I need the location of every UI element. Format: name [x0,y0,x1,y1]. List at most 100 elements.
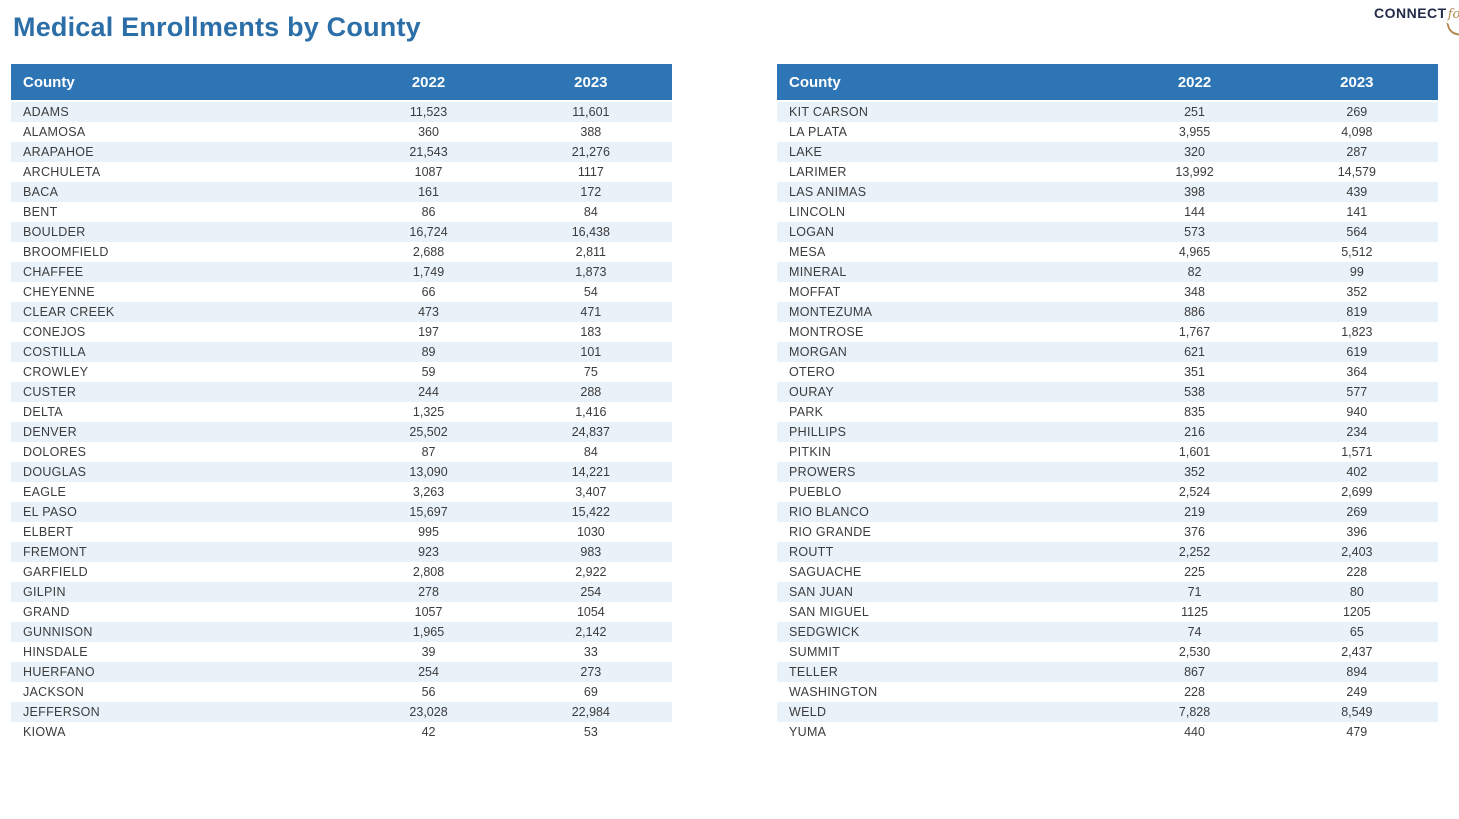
county-cell: LARIMER [789,165,847,179]
table-row: LARIMER 13,992 14,579 [777,162,1438,182]
value-cell: 33 [583,645,598,659]
value-cell: 8,549 [1341,705,1373,719]
value-cell: 53 [583,725,598,739]
county-cell: GARFIELD [23,565,88,579]
value-cell: 1,325 [412,405,445,419]
county-cell: PROWERS [789,465,856,479]
table-row: DOUGLAS 13,090 14,221 [11,462,672,482]
table-row: CHEYENNE 66 54 [11,282,672,302]
value-cell: 1,965 [412,625,445,639]
table-row: GILPIN 278 254 [11,582,672,602]
value-cell: 886 [1184,305,1205,319]
value-cell: 56 [421,685,436,699]
county-cell: CHEYENNE [23,285,95,299]
table-row: PARK 835 940 [777,402,1438,422]
value-cell: 402 [1346,465,1368,479]
county-cell: MONTROSE [789,325,864,339]
county-cell: MESA [789,245,826,259]
value-cell: 2,922 [575,565,607,579]
value-cell: 39 [421,645,436,659]
county-cell: DENVER [23,425,77,439]
value-cell: 388 [580,125,602,139]
county-cell: ARAPAHOE [23,145,94,159]
value-cell: 24,837 [571,425,610,439]
value-cell: 219 [1184,505,1205,519]
value-cell: 75 [583,365,598,379]
value-cell: 4,098 [1341,125,1373,139]
table-row: RIO GRANDE 376 396 [777,522,1438,542]
value-cell: 86 [421,205,436,219]
value-cell: 577 [1346,385,1368,399]
value-cell: 619 [1346,345,1368,359]
table-row: TELLER 867 894 [777,662,1438,682]
table-row: EAGLE 3,263 3,407 [11,482,672,502]
value-cell: 621 [1184,345,1205,359]
value-cell: 84 [583,445,598,459]
table-row: SAN JUAN 71 80 [777,582,1438,602]
county-cell: LAKE [789,145,823,159]
table-row: KIT CARSON 251 269 [777,101,1438,122]
table-row: JEFFERSON 23,028 22,984 [11,702,672,722]
value-cell: 25,502 [409,425,448,439]
value-cell: 1057 [414,605,443,619]
county-cell: PHILLIPS [789,425,847,439]
table-row: PROWERS 352 402 [777,462,1438,482]
logo-script-text: for [1447,7,1459,22]
county-cell: JEFFERSON [23,705,101,719]
table-row: SAN MIGUEL 1125 1205 [777,602,1438,622]
table-row: GARFIELD 2,808 2,922 [11,562,672,582]
value-cell: 141 [1346,205,1368,219]
table-row: JACKSON 56 69 [11,682,672,702]
county-cell: DELTA [23,405,63,419]
county-column-header: County [11,64,348,102]
value-cell: 983 [580,545,602,559]
value-cell: 287 [1346,145,1368,159]
county-cell: BOULDER [23,225,86,239]
table-row: MINERAL 82 99 [777,262,1438,282]
value-cell: 269 [1346,505,1368,519]
table-row: WELD 7,828 8,549 [777,702,1438,722]
table-row: CHAFFEE 1,749 1,873 [11,262,672,282]
value-cell: 2,142 [575,625,607,639]
value-cell: 11,601 [572,105,610,119]
value-cell: 14,221 [571,465,610,479]
county-cell: MINERAL [789,265,847,279]
logo-swash-icon [1446,17,1459,39]
value-cell: 80 [1349,585,1364,599]
table-row: MONTROSE 1,767 1,823 [777,322,1438,342]
table-row: OURAY 538 577 [777,382,1438,402]
value-cell: 1117 [577,165,604,179]
value-cell: 99 [1349,265,1364,279]
value-cell: 1,873 [575,265,607,279]
value-cell: 84 [583,205,598,219]
logo-wordmark: CONNECT [1374,5,1447,21]
value-cell: 2,811 [575,245,607,259]
table-row: BACA 161 172 [11,182,672,202]
value-cell: 3,955 [1178,125,1211,139]
value-cell: 273 [580,665,602,679]
county-cell: EL PASO [23,505,78,519]
table-row: DELTA 1,325 1,416 [11,402,672,422]
value-cell: 15,422 [571,505,610,519]
table-row: ADAMS 11,523 11,601 [11,101,672,122]
county-cell: CROWLEY [23,365,89,379]
county-cell: ROUTT [789,545,834,559]
value-cell: 2,530 [1178,645,1211,659]
value-cell: 1054 [576,605,605,619]
value-cell: 16,724 [409,225,448,239]
county-cell: OURAY [789,385,835,399]
year-2022-column-header: 2022 [1113,64,1276,102]
county-cell: TELLER [789,665,839,679]
page-title: Medical Enrollments by County [13,12,421,42]
table-row: WASHINGTON 228 249 [777,682,1438,702]
county-cell: ALAMOSA [23,125,86,139]
county-cell: LINCOLN [789,205,846,219]
value-cell: 225 [1184,565,1205,579]
value-cell: 244 [418,385,439,399]
value-cell: 254 [418,665,439,679]
value-cell: 1,571 [1341,445,1373,459]
table-row: CUSTER 244 288 [11,382,672,402]
value-cell: 14,579 [1337,165,1376,179]
table-row: LA PLATA 3,955 4,098 [777,122,1438,142]
value-cell: 71 [1187,585,1202,599]
